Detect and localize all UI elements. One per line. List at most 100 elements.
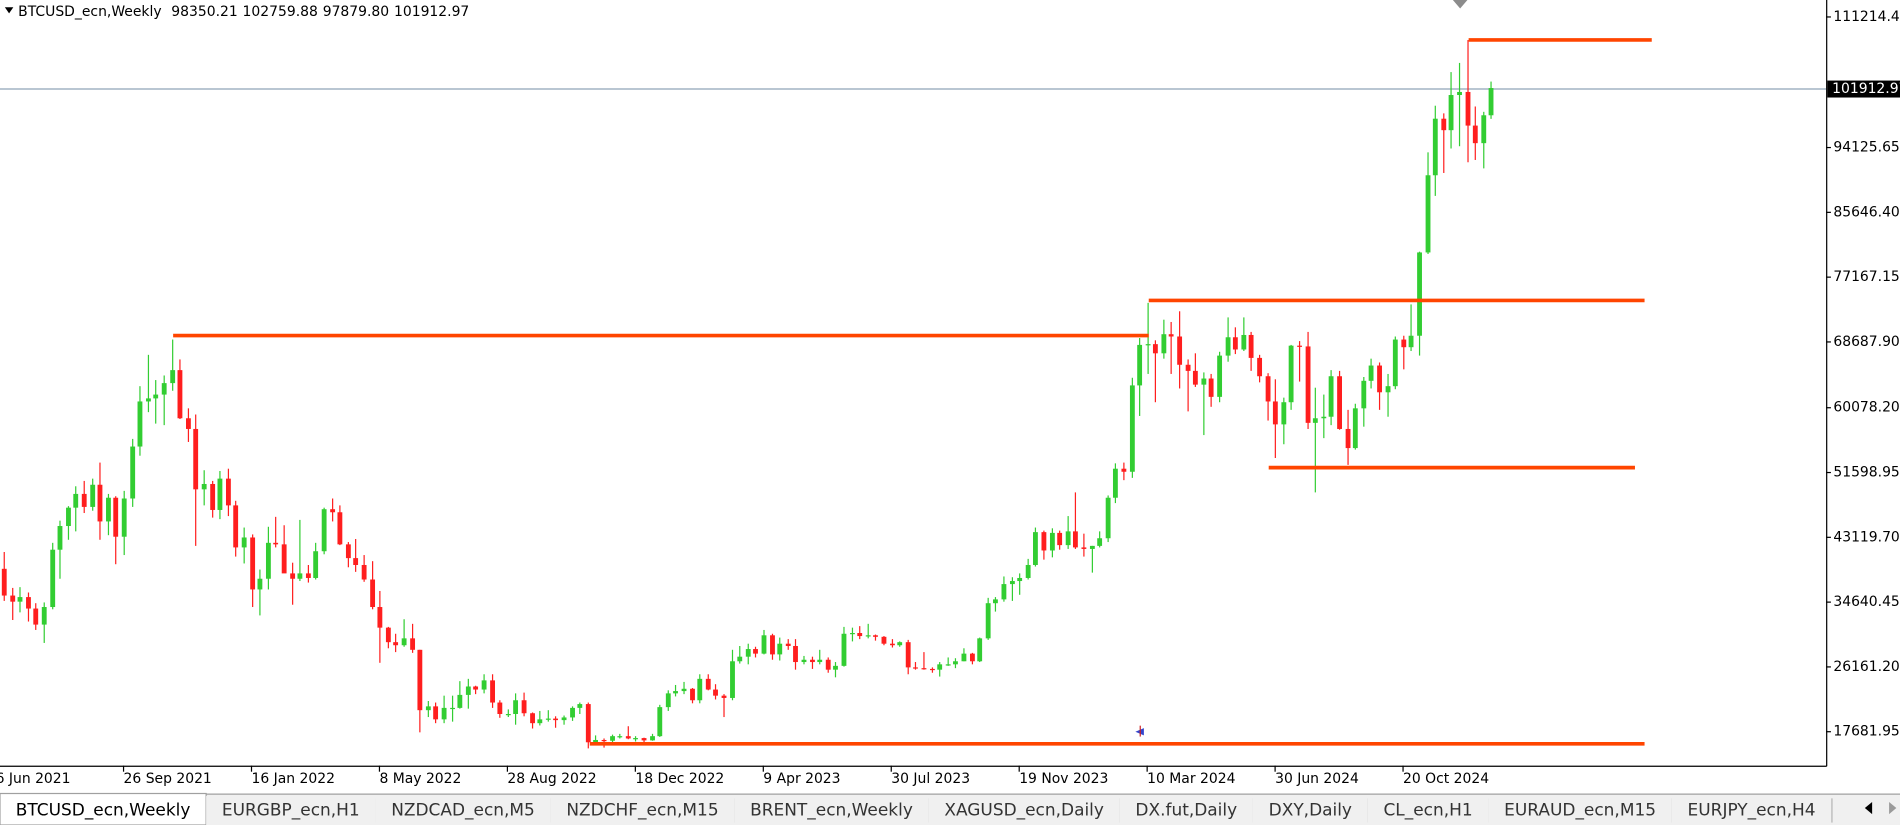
candle-body [1401, 339, 1407, 348]
x-tick-label: 26 Sep 2021 [124, 771, 212, 787]
y-tick-label: 26161.20 [1833, 659, 1899, 675]
tab-label[interactable]: BRENT_ecn,Weekly [750, 799, 913, 820]
candle-body [1217, 355, 1223, 397]
candle-body [1177, 336, 1183, 365]
tab[interactable] [1252, 795, 1368, 825]
header-arrow[interactable] [4, 7, 14, 14]
candle-body [1248, 334, 1254, 358]
candle-body [1321, 416, 1327, 419]
candle-body [113, 497, 119, 537]
candle-body [130, 446, 136, 499]
candle-body [321, 509, 327, 552]
candle-body [753, 649, 758, 654]
x-tick-label: 30 Jul 2023 [891, 771, 970, 787]
x-tick-label: 28 Aug 2022 [507, 771, 596, 787]
tab-label[interactable]: NZDCAD_ecn,M5 [391, 799, 535, 820]
candle-body [1425, 175, 1431, 253]
x-tick-label: 10 Mar 2024 [1147, 771, 1235, 787]
candle-body [633, 738, 638, 740]
y-tick-label: 34640.45 [1833, 594, 1899, 610]
candle-body [330, 509, 336, 513]
tab-label[interactable]: BTCUSD_ecn,Weekly [16, 799, 191, 820]
candle-body [1129, 385, 1135, 472]
candle-body [977, 638, 983, 662]
candle-body [465, 686, 471, 695]
candle-body [473, 686, 479, 690]
open: 98350.21 [171, 4, 237, 20]
price-label-box [1827, 80, 1900, 98]
y-tick-label: 17681.95 [1833, 724, 1899, 740]
candle-body [1057, 532, 1063, 546]
candle-body [1481, 115, 1487, 144]
low: 97879.80 [323, 4, 389, 20]
candle-body [97, 484, 103, 522]
candle-body [617, 736, 623, 738]
candle-body [361, 564, 367, 580]
candle-body [1337, 376, 1342, 429]
tab[interactable] [550, 795, 735, 825]
candle-body [921, 668, 927, 670]
tab[interactable] [928, 795, 1120, 825]
candle-body [850, 633, 855, 635]
candle-body [1097, 538, 1103, 546]
candle-body [697, 678, 703, 701]
candle-body [593, 739, 598, 743]
candle-body [530, 713, 535, 724]
tab-scroll-right[interactable] [1889, 801, 1897, 815]
tab-label[interactable]: NZDCHF_ecn,M15 [566, 799, 718, 820]
candle-body [177, 370, 183, 419]
y-tick-label: 85646.40 [1833, 204, 1899, 220]
candle-body [785, 643, 791, 646]
y-tick-label: 94125.65 [1833, 140, 1899, 156]
candle-body [521, 700, 527, 714]
candle-body [33, 608, 39, 625]
candle-body [121, 498, 127, 537]
candle-body [370, 579, 376, 608]
candle-body [713, 689, 718, 696]
candle-body [297, 573, 303, 579]
candle-body [1472, 125, 1478, 144]
candle-body [730, 661, 735, 698]
tab-label[interactable]: CL_ecn,H1 [1383, 799, 1472, 820]
candle-body [745, 649, 751, 657]
candle-body [553, 718, 559, 721]
tab[interactable] [1119, 795, 1253, 825]
x-tick-label: 18 Dec 2022 [635, 771, 724, 787]
candle-body [1017, 577, 1023, 582]
candle-body [10, 595, 16, 602]
tab[interactable] [1367, 795, 1489, 825]
tab-label[interactable]: DX.fut,Daily [1135, 799, 1237, 819]
candle-body [1025, 564, 1031, 578]
tab-scroll-left[interactable] [1864, 801, 1873, 815]
candle-body [897, 642, 903, 646]
candle-body [1161, 334, 1167, 354]
chart-shift-marker[interactable] [1452, 0, 1468, 9]
candle-body [201, 483, 207, 490]
tab[interactable] [734, 795, 929, 825]
candle-body [1457, 91, 1462, 96]
candle-body [881, 636, 887, 644]
candle-body [225, 478, 231, 506]
x-tick-label: 19 Nov 2023 [1019, 771, 1108, 787]
tab-label[interactable]: XAGUSD_ecn,Daily [944, 799, 1104, 820]
candle-body [161, 383, 167, 395]
tab-label[interactable]: DXY,Daily [1269, 799, 1352, 819]
x-tick-label: 16 Jan 2022 [252, 771, 335, 787]
candle-body [1272, 401, 1278, 425]
tab[interactable] [206, 795, 376, 825]
candle-body [26, 597, 31, 609]
x-tick-label: 6 Jun 2021 [0, 771, 71, 787]
tab-label[interactable]: EURJPY_ecn,H4 [1688, 799, 1816, 820]
tab-label[interactable]: EURGBP_ecn,H1 [222, 799, 360, 820]
tab-label[interactable]: EURAUD_ecn,M15 [1504, 799, 1656, 820]
tab[interactable] [1488, 795, 1672, 825]
tab[interactable] [375, 795, 551, 825]
close: 101912.97 [394, 4, 469, 20]
candle-body [281, 544, 287, 574]
candle-body [1448, 95, 1454, 131]
candle-body [1081, 547, 1087, 549]
tab[interactable] [1671, 795, 1832, 825]
candle-body [625, 736, 631, 739]
